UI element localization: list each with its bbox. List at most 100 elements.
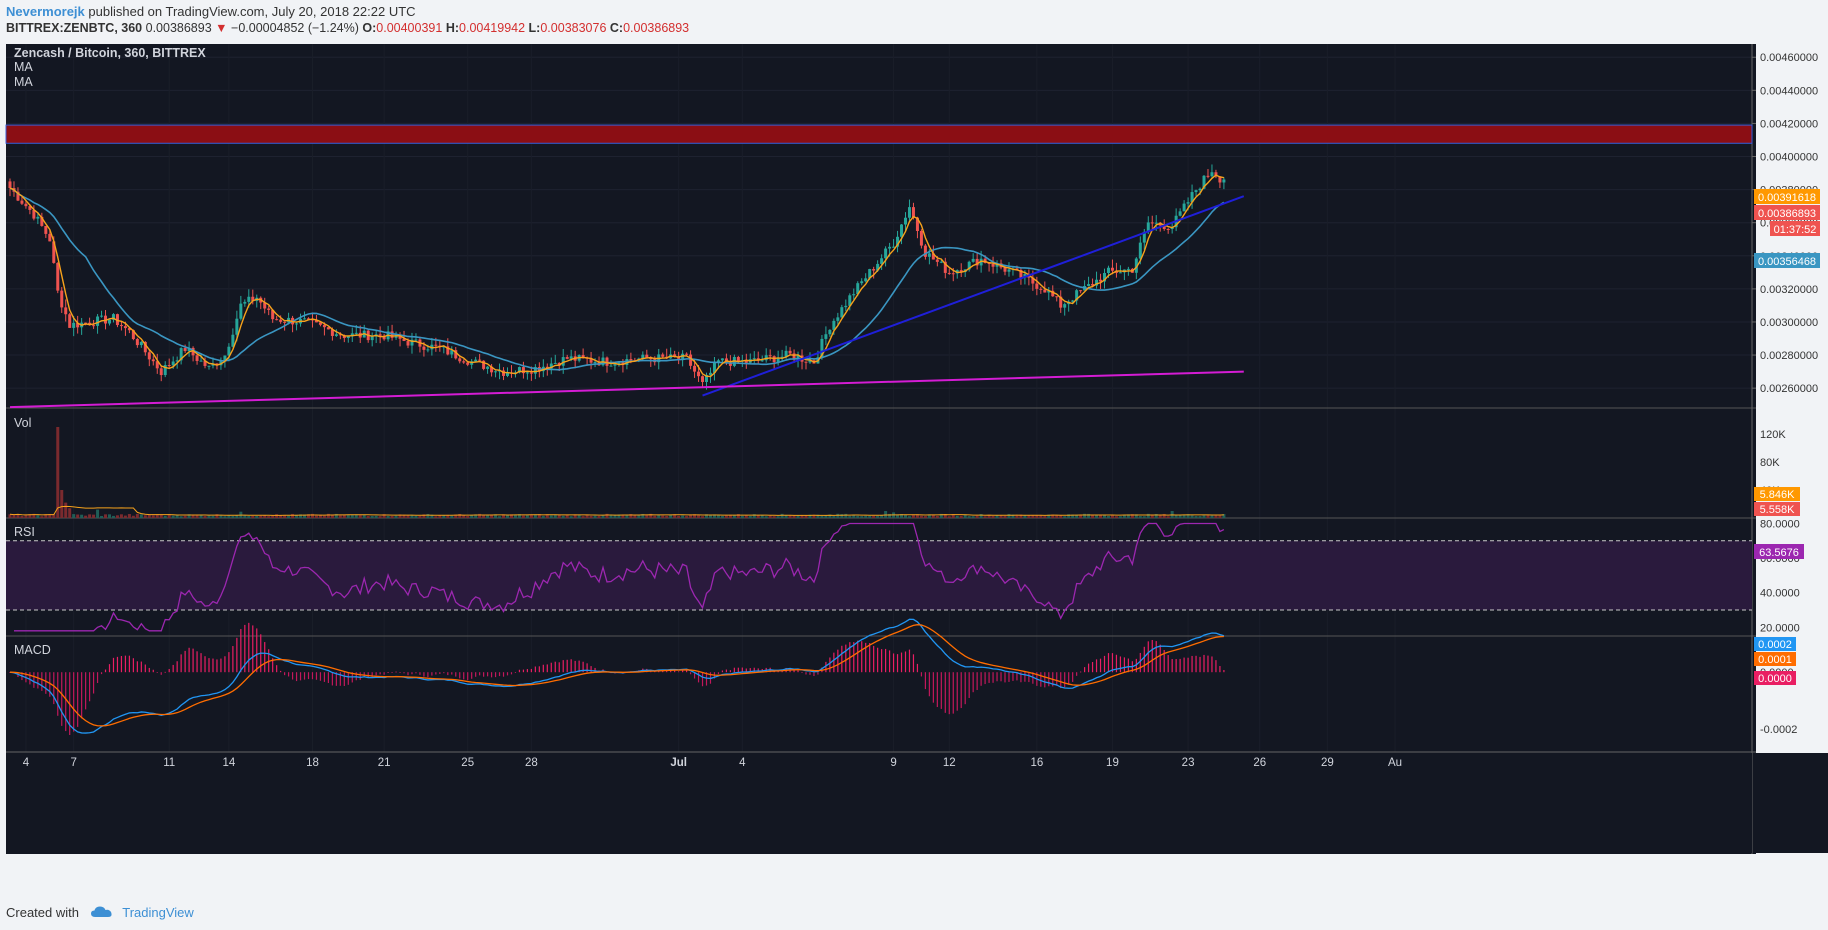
candle-body [832, 320, 836, 330]
volume-bar [645, 514, 649, 518]
macd-hist-bar [132, 658, 134, 673]
volume-bar [88, 514, 92, 518]
candle-body [728, 362, 732, 366]
macd-hist-bar [1167, 655, 1169, 673]
candle-body [239, 303, 243, 319]
volume-bar [919, 515, 923, 518]
candle-body [533, 367, 537, 374]
magenta-trendline[interactable] [9, 370, 1244, 409]
candle-body [1079, 290, 1083, 292]
volume-bar [900, 514, 904, 518]
volume-bar [888, 513, 892, 518]
time-tick-label: 25 [461, 757, 474, 769]
macd-hist-bar [805, 672, 807, 675]
candle-body [565, 357, 569, 359]
volume-bar [995, 515, 999, 518]
author-link[interactable]: Nevermorejk [6, 4, 85, 19]
time-axis[interactable]: 4 7 11 14 18 21 25 28 Jul 4 9 12 16 19 23 26 29 Au [23, 757, 1402, 769]
candle-body [346, 336, 350, 339]
chart-canvas[interactable]: Zencash / Bitcoin, 360, BITTREX MA MA 0.… [0, 44, 1828, 896]
countdown-text: 01:37:52 [1774, 224, 1817, 236]
volume-bar [1039, 515, 1043, 518]
candle-body [275, 319, 279, 321]
symbol-label: BITTREX:ZENBTC, 360 [6, 21, 143, 35]
volume-bar [334, 513, 338, 518]
macd-hist-bar [590, 666, 592, 673]
candle-body [127, 328, 131, 331]
macd-hist-bar [1191, 655, 1193, 673]
macd-hist-bar [1175, 659, 1177, 673]
macd-hist-bar [1028, 672, 1030, 683]
volume-bar [111, 515, 115, 518]
candle-body [191, 347, 195, 356]
open-value: 0.00400391 [376, 21, 443, 35]
volume-bar [243, 515, 247, 518]
macd-hist-bar [749, 668, 751, 673]
volume-bar [100, 515, 104, 518]
volume-bar [430, 514, 434, 518]
macd-hist-bar [311, 672, 314, 680]
volume-bar [868, 515, 872, 518]
macd-hist-bar [156, 672, 158, 673]
candle-body [649, 358, 653, 360]
open-label: O: [362, 21, 377, 35]
price-tick-label: 0.00280000 [1760, 350, 1818, 362]
macd-hist-bar [427, 672, 429, 678]
rsi-band [6, 540, 1752, 611]
macd-hist-bar [865, 642, 867, 673]
tradingview-link[interactable]: TradingView [122, 905, 194, 920]
chart-background [6, 44, 1756, 854]
volume-bar [1110, 515, 1114, 518]
volume-bar [613, 514, 617, 518]
volume-bar [800, 515, 804, 518]
candle-body [593, 362, 597, 364]
candle-body [1162, 225, 1166, 229]
blue-trendline[interactable] [702, 195, 1245, 397]
candle-body [796, 355, 800, 360]
volume-bar [561, 515, 565, 518]
macd-hist-bar [494, 672, 497, 678]
macd-hist-bar [315, 672, 318, 680]
macd-hist-bar [61, 672, 63, 726]
volume-bar [24, 515, 28, 518]
macd-hist-bar [96, 672, 99, 683]
macd-hist-bar [280, 670, 282, 673]
volume-bar [617, 514, 621, 518]
volume-title: Vol [14, 416, 31, 430]
candle-body [804, 361, 808, 363]
macd-hist-bar [586, 663, 588, 673]
last-price: 0.00386893 [145, 21, 212, 35]
candle-body [100, 315, 104, 317]
macd-hist-bar [1199, 656, 1201, 673]
macd-hist-bar [343, 672, 345, 686]
resistance-zone[interactable] [5, 124, 1753, 144]
candle-body [900, 224, 904, 237]
macd-hist-bar [510, 672, 513, 675]
volume-bar [971, 516, 975, 518]
price-tick-label: 0.00460000 [1760, 52, 1818, 64]
volume-bar [458, 513, 462, 518]
volume-bar [939, 513, 943, 518]
macd-hist-bar [1187, 657, 1189, 673]
candle-body [935, 259, 939, 262]
macd-hist-bar [1087, 663, 1090, 673]
macd-hist-bar [411, 672, 413, 675]
macd-hist-bar [1183, 657, 1185, 673]
candle-body [84, 322, 88, 324]
volume-bar [979, 514, 983, 518]
macd-hist-bar [1127, 658, 1129, 673]
macd-hist-bar [1211, 656, 1213, 673]
candle-body [1166, 228, 1170, 230]
macd-hist-bar [1155, 641, 1157, 673]
macd-hist-bar [936, 672, 938, 708]
time-axis-bg [6, 753, 1752, 853]
price-tag-last-text: 0.00386893 [1758, 208, 1816, 220]
macd-hist-bar [41, 672, 43, 691]
candle-body [147, 352, 151, 360]
candle-body [434, 344, 438, 346]
volume-bar [701, 516, 705, 518]
candle-body [406, 341, 410, 346]
volume-bar [673, 514, 677, 518]
volume-bar [808, 514, 812, 518]
macd-hist-bar [144, 664, 146, 673]
